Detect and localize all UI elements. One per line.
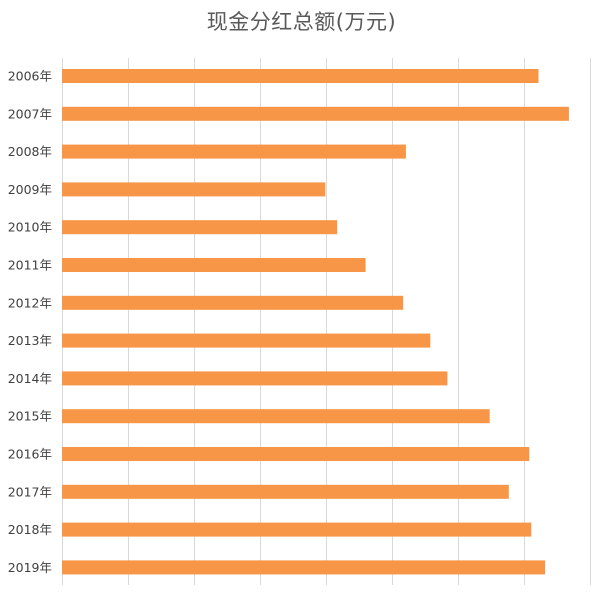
category-label-11: 2017年 bbox=[8, 484, 52, 499]
category-label-13: 2019年 bbox=[8, 560, 52, 575]
category-label-12: 2018年 bbox=[8, 522, 52, 537]
category-label-6: 2012年 bbox=[8, 295, 52, 310]
bar-10 bbox=[62, 447, 530, 461]
category-label-10: 2016年 bbox=[8, 447, 52, 462]
category-label-5: 2011年 bbox=[8, 258, 52, 273]
category-label-1: 2007年 bbox=[8, 106, 52, 121]
bar-1 bbox=[62, 106, 569, 121]
category-label-9: 2015年 bbox=[8, 409, 52, 424]
bar-9 bbox=[62, 409, 490, 424]
bar-13 bbox=[62, 560, 546, 575]
bar-2 bbox=[62, 144, 406, 159]
bar-7 bbox=[62, 333, 431, 348]
category-label-0: 2006年 bbox=[8, 69, 52, 84]
bar-3 bbox=[62, 182, 326, 197]
chart-title: 现金分红总额(万元) bbox=[206, 10, 397, 34]
bar-8 bbox=[62, 371, 448, 386]
bar-0 bbox=[62, 69, 539, 83]
bar-12 bbox=[62, 522, 532, 537]
category-label-7: 2013年 bbox=[8, 333, 52, 348]
category-label-3: 2009年 bbox=[8, 182, 52, 197]
bar-11 bbox=[62, 484, 509, 499]
category-label-2: 2008年 bbox=[8, 144, 52, 159]
bar-5 bbox=[62, 258, 366, 272]
category-label-8: 2014年 bbox=[8, 371, 52, 386]
bar-4 bbox=[62, 220, 338, 235]
bar-6 bbox=[62, 295, 404, 310]
category-label-4: 2010年 bbox=[8, 220, 52, 235]
